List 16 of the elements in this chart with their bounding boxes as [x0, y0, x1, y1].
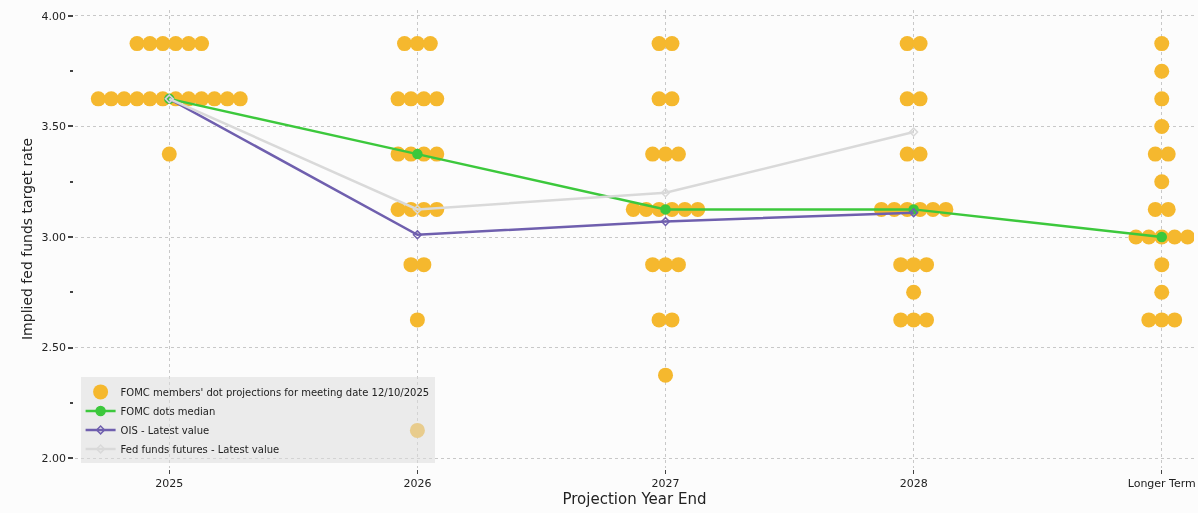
legend-label: Fed funds futures - Latest value — [120, 443, 280, 455]
legend-label: OIS - Latest value — [120, 424, 210, 436]
x-tick-label: 2028 — [899, 476, 928, 490]
y-tick-label: 2.50 — [41, 341, 67, 355]
legend-label: FOMC members' dot projections for meeting date 12/10/2025 — [120, 386, 430, 398]
x-tick-label: 2027 — [651, 476, 680, 490]
y-tick-label: 4.00 — [41, 9, 67, 23]
x-tick-label: Longer Term — [1127, 476, 1196, 490]
legend-label: FOMC dots median — [120, 405, 216, 417]
y-axis-title: Implied fed funds target rate — [18, 137, 35, 341]
y-tick-label: 3.00 — [41, 230, 67, 244]
y-tick-label: 3.50 — [41, 120, 67, 134]
y-tick-label: 2.00 — [41, 451, 67, 465]
x-tick-label: 2026 — [403, 476, 432, 490]
x-tick-label: 2025 — [155, 476, 184, 490]
x-axis-title: Projection Year End — [562, 489, 707, 508]
